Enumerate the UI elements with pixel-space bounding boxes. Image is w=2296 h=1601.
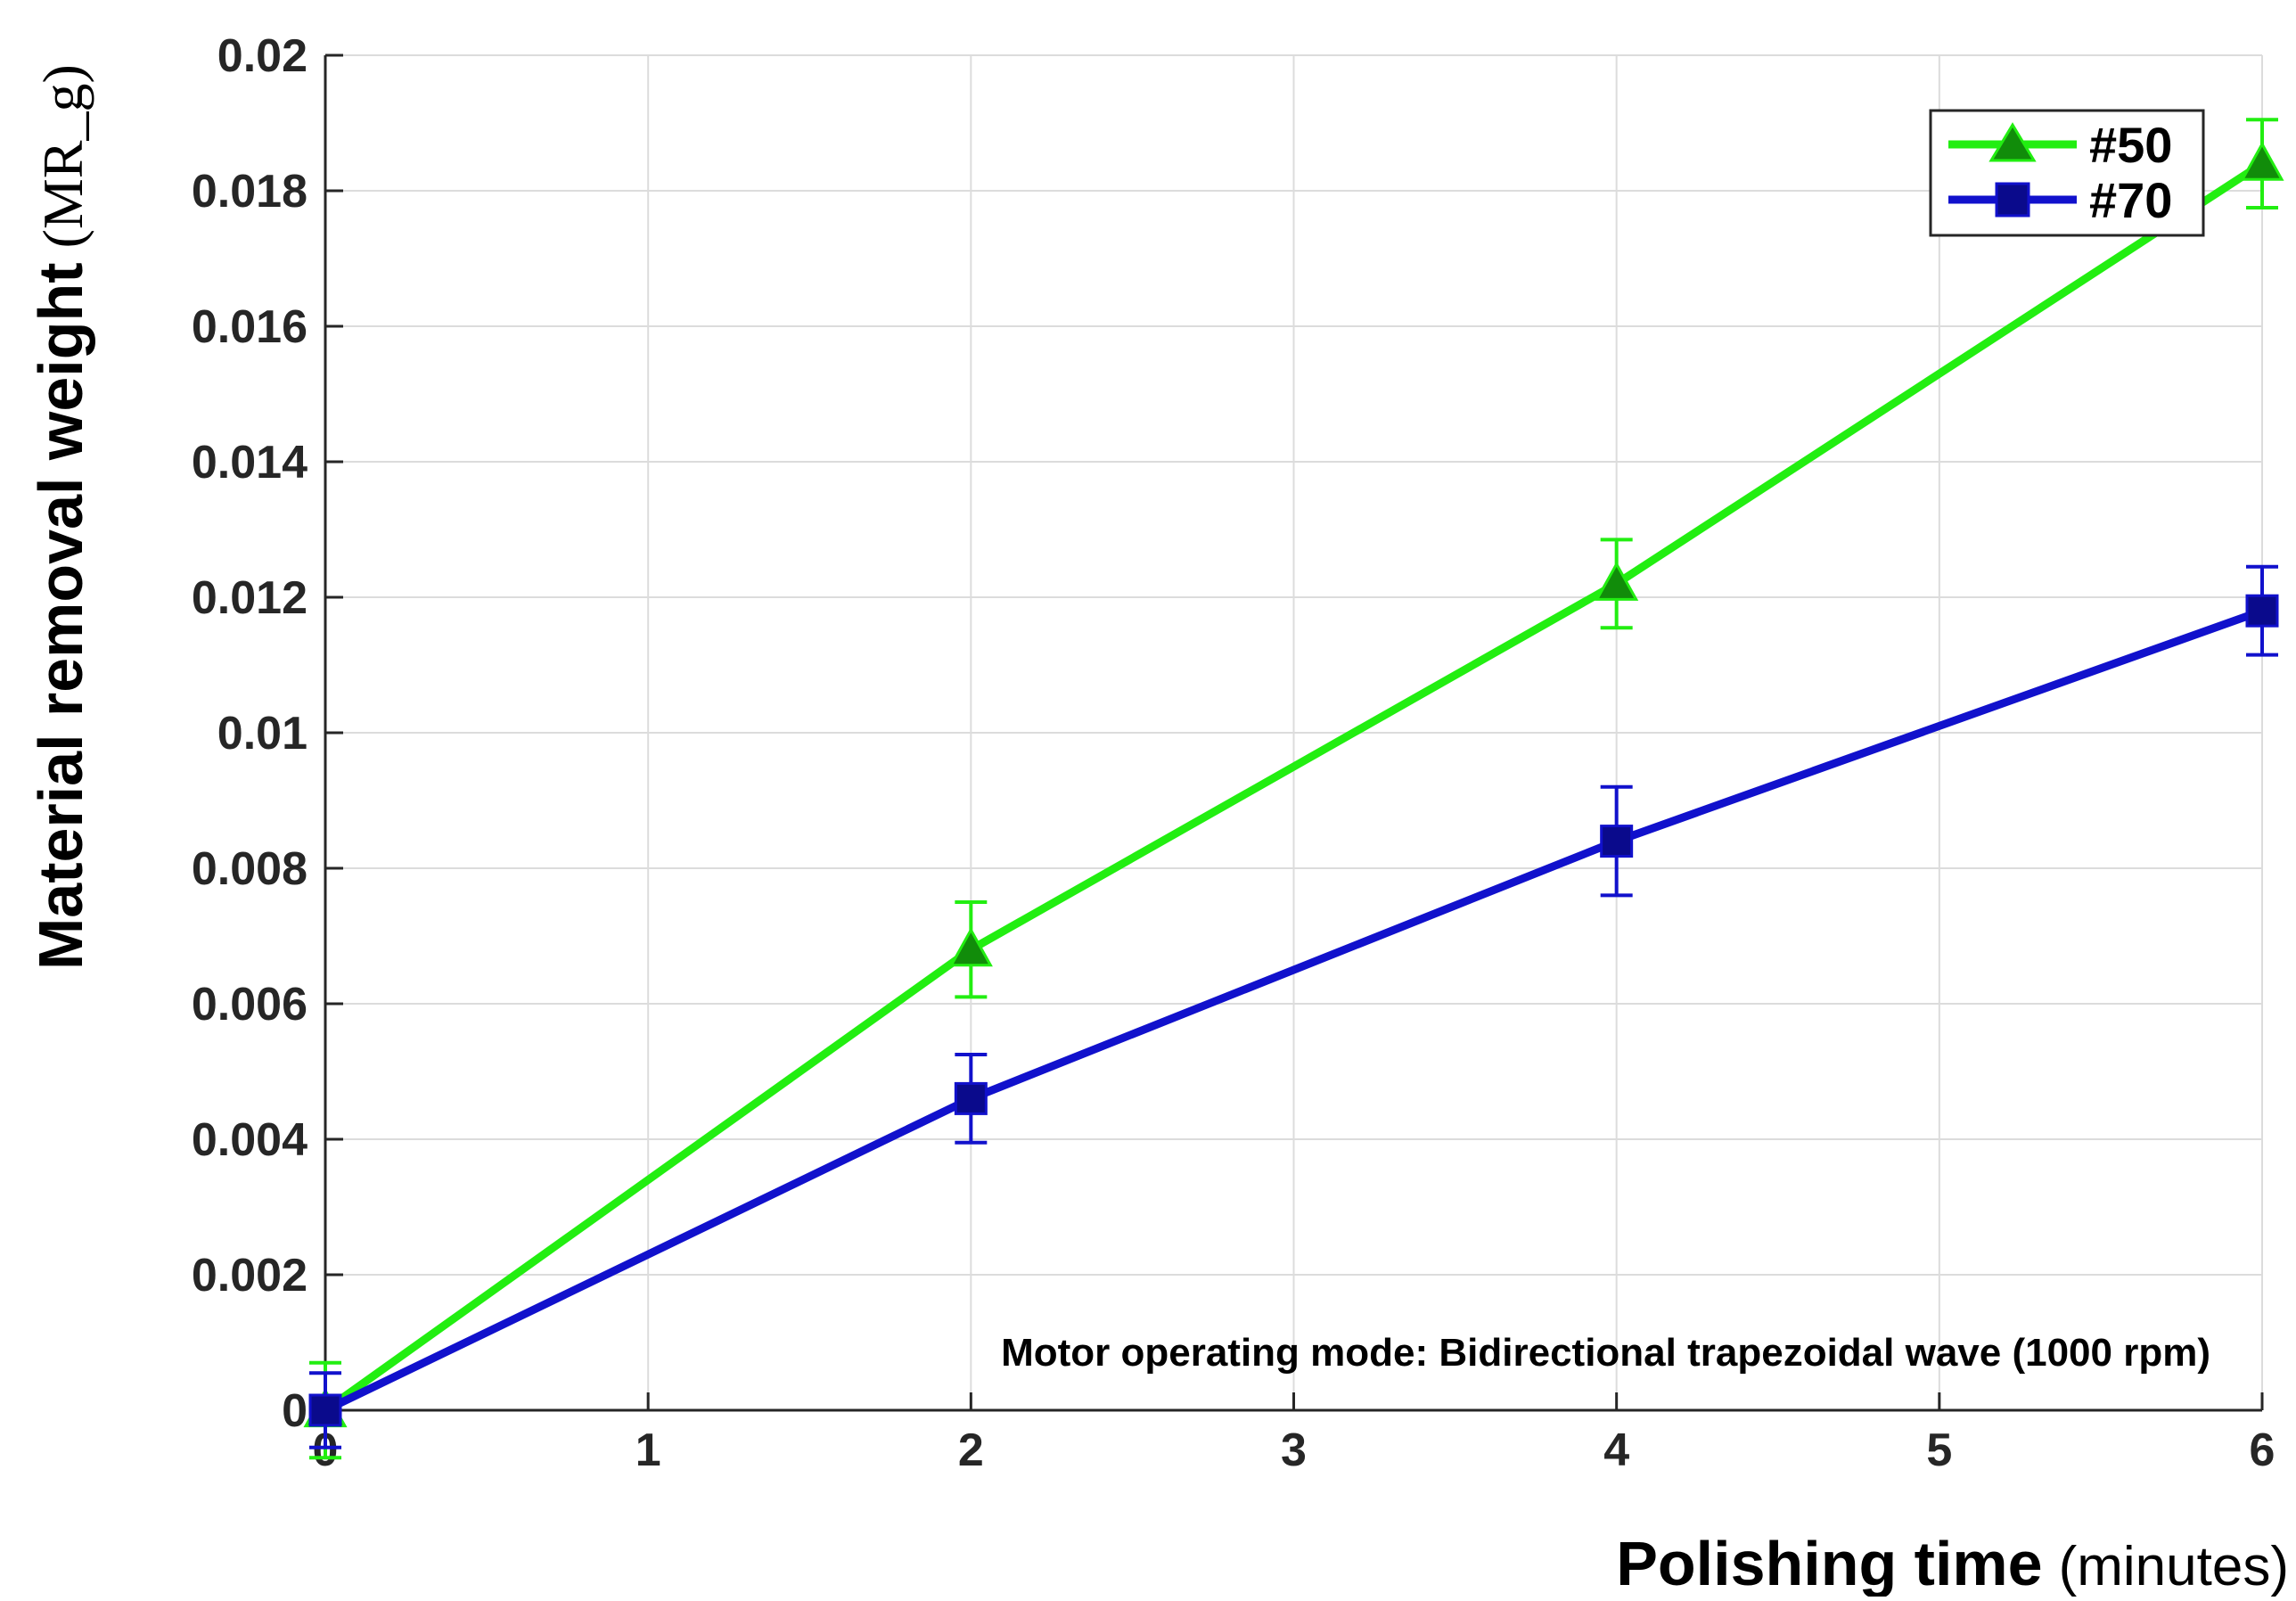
x-tick-label: 2 [958,1424,984,1476]
data-point-square [308,1393,342,1427]
annotation-text: Motor operating mode: Bidirectional trap… [1001,1331,2210,1375]
y-axis-title-main: Material removal weight [26,262,95,970]
series-group [303,118,2284,1460]
legend-box [1929,109,2205,237]
y-tick-label: 0.002 [192,1250,308,1301]
y-tick-label: 0.012 [192,572,308,624]
legend-label-70: #70 [2089,172,2172,228]
axes: 012345600.0020.0040.0060.0080.010.0120.0… [192,30,2276,1476]
x-tick-label: 4 [1603,1424,1629,1476]
legend-entry-70: #70 [1948,172,2172,228]
y-axis-title-unit: (MR_g) [31,64,94,248]
svg-text:Material removal weight(MR_g): Material removal weight (MR_g) [26,64,95,970]
x-axis-title-main: Polishing time [1616,1529,2042,1597]
y-tick-label: 0.006 [192,979,308,1030]
series-70 [308,564,2279,1449]
legend-entry-50: #50 [1948,117,2172,173]
data-point-square [2245,594,2279,628]
x-tick-label: 3 [1281,1424,1307,1476]
series-line [323,160,2265,1414]
y-tick-label: 0.008 [192,843,308,895]
legend-marker-square [1995,182,2030,218]
legend: #50 #70 [1929,109,2205,237]
y-tick-label: 0.004 [192,1114,308,1166]
x-axis-title-unit: (minutes) [2059,1536,2289,1597]
legend-marker-triangle [1988,122,2037,162]
x-tick-label: 1 [636,1424,661,1476]
legend-label-50: #50 [2089,117,2172,173]
series-line [324,606,2264,1415]
y-tick-label: 0.014 [192,437,308,489]
y-axis-title: Material removal weight (MR_g) [26,64,95,970]
y-tick-label: 0 [282,1385,308,1437]
y-tick-label: 0.018 [192,166,308,218]
data-point-square [954,1081,988,1115]
x-tick-label: 5 [1926,1424,1952,1476]
y-tick-label: 0.02 [217,30,308,82]
y-tick-label: 0.016 [192,301,308,353]
data-point-triangle [1595,561,1639,601]
y-tick-label: 0.01 [217,708,308,759]
data-point-triangle [948,927,993,967]
data-point-triangle [2240,141,2284,181]
x-tick-label: 6 [2250,1424,2276,1476]
data-point-square [1600,825,1634,858]
x-axis-title: Polishing time (minutes) [1616,1529,2289,1597]
